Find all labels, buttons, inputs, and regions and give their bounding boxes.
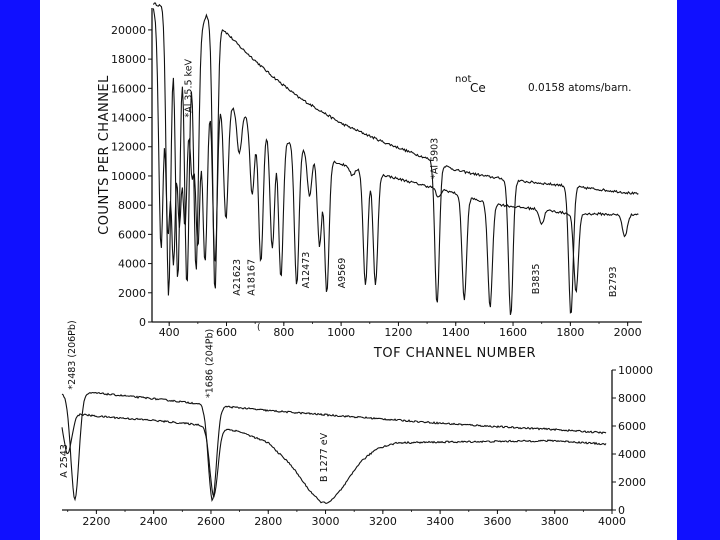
y-tick-label: 4000 bbox=[118, 258, 146, 271]
y-tick-label: 20000 bbox=[111, 24, 146, 37]
x-tick-label: 3600 bbox=[483, 515, 511, 528]
resonance-label: *Al 5903 bbox=[430, 138, 441, 179]
y-tick-label: 2000 bbox=[618, 476, 646, 489]
y-tick-label: 6000 bbox=[618, 420, 646, 433]
resonance-label: B 1277 eV bbox=[319, 432, 330, 482]
resonance-label: A21623 bbox=[232, 259, 243, 296]
figure-panel bbox=[40, 0, 677, 540]
x-tick-label: 3400 bbox=[426, 515, 454, 528]
x-tick-label: 2200 bbox=[82, 515, 110, 528]
sample-note-sup: not bbox=[455, 74, 471, 85]
top-x-axis-label: TOF CHANNEL NUMBER bbox=[373, 346, 536, 361]
sample-note: Ce bbox=[470, 81, 486, 95]
resonance-label: *1686 (204Pb) bbox=[205, 329, 216, 398]
resonance-label: B2793 bbox=[608, 266, 619, 297]
y-tick-label: 14000 bbox=[111, 112, 146, 125]
resonance-label: A18167 bbox=[247, 259, 258, 296]
x-tick-label: 4000 bbox=[598, 515, 626, 528]
x-tick-label: 1000 bbox=[327, 326, 355, 339]
bottom-chart: 0 2000 4000 6000 8000 10000 2200 2400 2600 2800 3… bbox=[59, 320, 653, 528]
x-tick-label: 3000 bbox=[312, 515, 340, 528]
bottom-x-ticks: 2200 2400 2600 2800 3000 3200 3400 3600 3800 4000 bbox=[67, 510, 626, 528]
resonance-label: *Al 35.5 keV bbox=[184, 58, 195, 117]
y-tick-label: 8000 bbox=[118, 199, 146, 212]
stray-mark: ( bbox=[257, 323, 261, 333]
x-tick-label: 1800 bbox=[556, 326, 584, 339]
y-tick-label: 0 bbox=[618, 504, 625, 517]
bottom-resonance-labels: A 2543 *2483 (206Pb) *1686 (204Pb) B 1277 e… bbox=[59, 320, 330, 482]
sample-thickness: 0.0158 atoms/barn. bbox=[528, 82, 632, 94]
resonance-label: A 2543 bbox=[59, 444, 70, 478]
x-tick-label: 1200 bbox=[384, 326, 412, 339]
resonance-label: B3835 bbox=[531, 264, 542, 295]
y-tick-label: 8000 bbox=[618, 392, 646, 405]
series-line-open-beam bbox=[152, 2, 639, 316]
resonance-label: A12473 bbox=[301, 252, 312, 289]
series-line-open-beam bbox=[61, 391, 607, 503]
x-tick-label: 3800 bbox=[541, 515, 569, 528]
top-series-group bbox=[152, 2, 639, 316]
top-y-ticks: 0 2000 4000 6000 8000 10000 12000 14000 16000 180… bbox=[111, 24, 152, 329]
top-y-axis-label: COUNTS PER CHANNEL bbox=[97, 75, 112, 235]
y-tick-label: 2000 bbox=[118, 287, 146, 300]
x-tick-label: 600 bbox=[216, 326, 237, 339]
series-line-sample bbox=[61, 413, 607, 505]
series-line-sample bbox=[152, 8, 639, 308]
x-tick-label: 1400 bbox=[442, 326, 470, 339]
x-tick-label: 2000 bbox=[614, 326, 642, 339]
top-chart: 0 2000 4000 6000 8000 10000 12000 14000 16000 180… bbox=[97, 2, 642, 361]
x-tick-label: 2600 bbox=[197, 515, 225, 528]
x-tick-label: 2800 bbox=[254, 515, 282, 528]
y-tick-label: 18000 bbox=[111, 53, 146, 66]
resonance-label: *2483 (206Pb) bbox=[67, 320, 78, 389]
resonance-label: A9569 bbox=[337, 258, 348, 289]
y-tick-label: 10000 bbox=[111, 170, 146, 183]
bottom-series-group bbox=[61, 391, 607, 505]
top-resonance-labels: *Al 35.5 keV A21623 A18167 A12473 A9569 *Al 5… bbox=[184, 58, 620, 297]
y-tick-label: 6000 bbox=[118, 228, 146, 241]
x-tick-label: 800 bbox=[273, 326, 294, 339]
y-tick-label: 0 bbox=[139, 316, 146, 329]
x-tick-label: 1600 bbox=[499, 326, 527, 339]
x-tick-label: 2400 bbox=[140, 515, 168, 528]
top-x-ticks: 400 600 800 1000 1200 1400 1600 1800 2000 bbox=[159, 322, 642, 339]
y-tick-label: 16000 bbox=[111, 82, 146, 95]
y-tick-label: 12000 bbox=[111, 141, 146, 154]
y-tick-label: 10000 bbox=[618, 364, 653, 377]
y-tick-label: 4000 bbox=[618, 448, 646, 461]
x-tick-label: 3200 bbox=[369, 515, 397, 528]
x-tick-label: 400 bbox=[159, 326, 180, 339]
bottom-y-ticks: 0 2000 4000 6000 8000 10000 bbox=[612, 364, 653, 517]
